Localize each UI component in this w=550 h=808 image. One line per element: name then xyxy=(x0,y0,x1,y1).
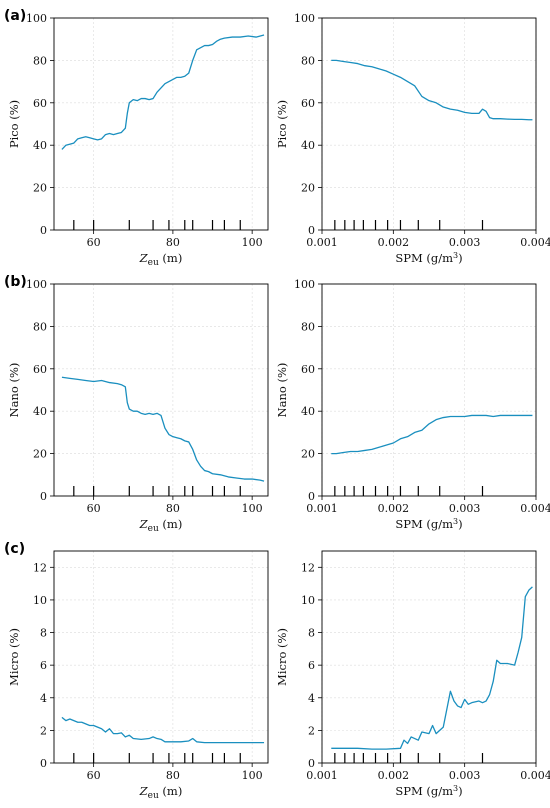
y-axis-label: Micro (%) xyxy=(275,628,289,686)
x-tick-label: 0.004 xyxy=(520,502,550,515)
y-tick-label: 60 xyxy=(301,97,315,110)
x-axis-label: SPM (g/m3) xyxy=(395,251,462,265)
y-axis-label: Nano (%) xyxy=(7,363,21,418)
y-tick-label: 60 xyxy=(301,363,315,376)
y-tick-label: 40 xyxy=(301,139,315,152)
panel-pico-zeu: 60 80 100 0 20 40 60 80 100 Zeu (m) Pico (%) (a) xyxy=(4,8,269,268)
x-tick-label: 80 xyxy=(166,769,180,782)
y-tick-label: 80 xyxy=(301,54,315,67)
y-axis-label: Pico (%) xyxy=(275,100,289,148)
x-tick-label: 80 xyxy=(166,236,180,249)
series-line xyxy=(61,376,265,482)
series-line xyxy=(331,586,533,750)
y-tick-label: 40 xyxy=(301,405,315,418)
plot-frame xyxy=(321,550,537,764)
plot-frame xyxy=(321,283,537,497)
x-axis-label: Zeu (m) xyxy=(139,517,183,534)
y-tick-label: 8 xyxy=(308,627,315,640)
panel-nano-zeu: 60 80 100 0 20 40 60 80 100 Zeu (m) Nano (%) (b) xyxy=(4,274,269,534)
x-tick-label: 0.001 xyxy=(306,236,338,249)
x-tick-label: 0.003 xyxy=(449,769,481,782)
panel-label: (b) xyxy=(4,274,27,290)
y-tick-label: 100 xyxy=(294,12,315,25)
x-tick-label: 0.003 xyxy=(449,236,481,249)
plot-frame xyxy=(53,283,269,497)
x-axis-label: Zeu (m) xyxy=(139,251,183,268)
x-tick-label: 0.004 xyxy=(520,769,550,782)
x-tick-label: 0.001 xyxy=(306,769,338,782)
y-tick-label: 8 xyxy=(40,627,47,640)
y-tick-label: 100 xyxy=(294,278,315,291)
y-tick-label: 80 xyxy=(33,320,47,333)
y-tick-label: 0 xyxy=(40,757,47,770)
panel-label: (a) xyxy=(4,8,26,24)
y-tick-label: 20 xyxy=(301,448,315,461)
x-tick-label: 80 xyxy=(166,502,180,515)
y-tick-label: 40 xyxy=(33,139,47,152)
x-axis-label: Zeu (m) xyxy=(139,784,183,801)
y-tick-label: 6 xyxy=(308,659,315,672)
y-tick-label: 80 xyxy=(301,320,315,333)
y-tick-label: 60 xyxy=(33,363,47,376)
x-axis-label: SPM (g/m3) xyxy=(395,784,462,798)
series-line xyxy=(61,716,265,744)
y-tick-label: 20 xyxy=(301,182,315,195)
y-tick-label: 10 xyxy=(33,594,47,607)
y-tick-label: 6 xyxy=(40,659,47,672)
y-tick-label: 4 xyxy=(40,692,47,705)
series-line xyxy=(61,34,265,150)
x-tick-label: 100 xyxy=(242,769,263,782)
x-tick-label: 0.002 xyxy=(378,502,410,515)
x-tick-label: 0.003 xyxy=(449,502,481,515)
series-line xyxy=(331,59,533,121)
plot-frame xyxy=(53,17,269,231)
panel-pico-spm: 0.001 0.002 0.003 0.004 0 20 40 60 80 100 SPM (g/m… xyxy=(275,12,550,265)
y-tick-label: 20 xyxy=(33,448,47,461)
y-tick-label: 0 xyxy=(40,224,47,237)
y-tick-label: 10 xyxy=(301,594,315,607)
y-axis-label: Micro (%) xyxy=(7,628,21,686)
x-tick-label: 0.001 xyxy=(306,502,338,515)
x-tick-label: 60 xyxy=(87,236,101,249)
y-axis-label: Pico (%) xyxy=(7,100,21,148)
y-tick-label: 12 xyxy=(301,561,315,574)
series-line xyxy=(331,414,533,455)
x-axis-label: SPM (g/m3) xyxy=(395,517,462,531)
y-tick-label: 100 xyxy=(26,12,47,25)
y-tick-label: 0 xyxy=(308,490,315,503)
y-tick-label: 40 xyxy=(33,405,47,418)
y-tick-label: 20 xyxy=(33,182,47,195)
plot-frame xyxy=(321,17,537,231)
panel-micro-zeu: 60 80 100 0 2 4 6 8 10 12 Zeu (m) Micro (%) (c) xyxy=(4,541,269,801)
y-tick-label: 100 xyxy=(26,278,47,291)
y-tick-label: 60 xyxy=(33,97,47,110)
y-tick-label: 0 xyxy=(40,490,47,503)
panel-label: (c) xyxy=(4,541,25,557)
y-tick-label: 2 xyxy=(308,724,315,737)
x-tick-label: 60 xyxy=(87,502,101,515)
x-tick-label: 100 xyxy=(242,502,263,515)
y-tick-label: 2 xyxy=(40,724,47,737)
y-axis-label: Nano (%) xyxy=(275,363,289,418)
x-tick-label: 100 xyxy=(242,236,263,249)
plot-frame xyxy=(53,550,269,764)
panel-nano-spm: 0.001 0.002 0.003 0.004 0 20 40 60 80 100 SPM (g/m… xyxy=(275,278,550,531)
x-tick-label: 0.002 xyxy=(378,769,410,782)
y-tick-label: 0 xyxy=(308,757,315,770)
y-tick-label: 12 xyxy=(33,561,47,574)
x-tick-label: 60 xyxy=(87,769,101,782)
x-tick-label: 0.002 xyxy=(378,236,410,249)
y-tick-label: 0 xyxy=(308,224,315,237)
y-tick-label: 4 xyxy=(308,692,315,705)
y-tick-label: 80 xyxy=(33,54,47,67)
panel-micro-spm: 0.001 0.002 0.003 0.004 0 2 4 6 8 10 12 SPM (g/m3) M… xyxy=(275,550,550,798)
x-tick-label: 0.004 xyxy=(520,236,550,249)
